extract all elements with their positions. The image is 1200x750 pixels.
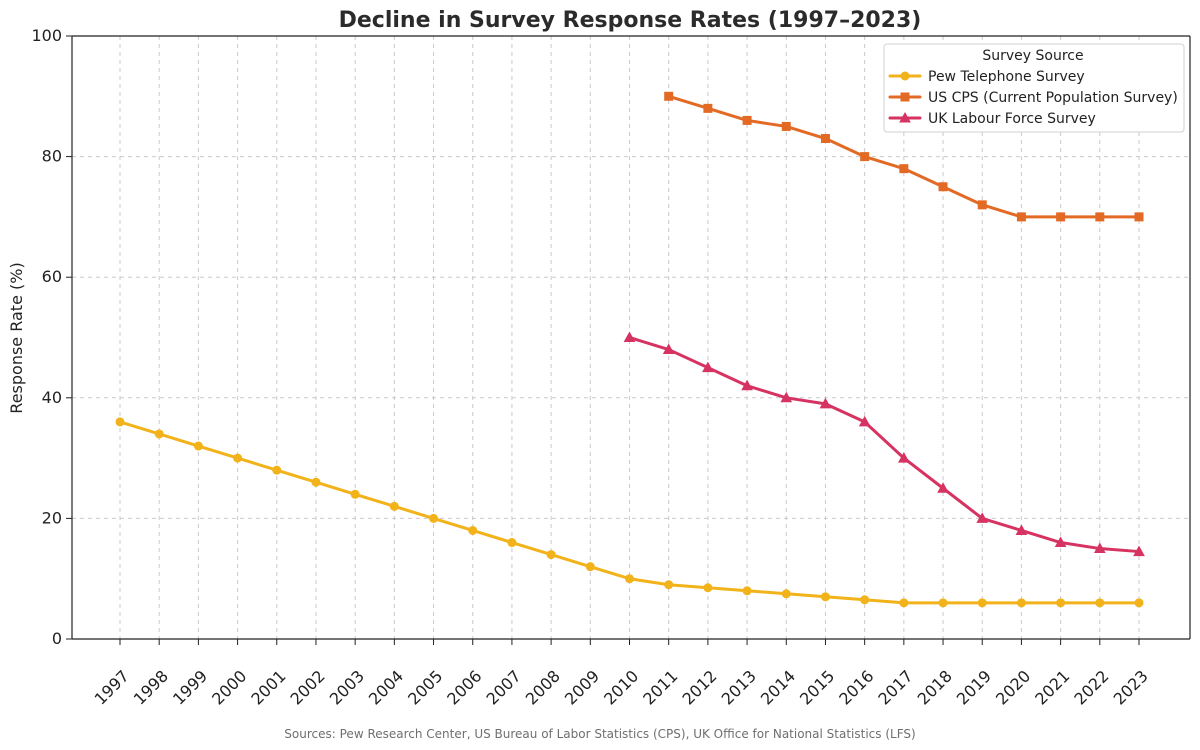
y-tick-label: 0 [52,629,62,648]
point-us-cps-current-population-survey [860,152,870,162]
point-uk-labour-force-survey [1093,542,1106,554]
point-uk-labour-force-survey [1054,536,1067,548]
point-us-cps-current-population-survey [1016,212,1026,222]
legend-marker-pew-telephone-survey [900,71,910,81]
point-pew-telephone-survey [585,562,595,572]
y-tick-label: 60 [42,267,62,286]
point-pew-telephone-survey [703,583,713,593]
point-pew-telephone-survey [1056,598,1066,608]
point-pew-telephone-survey [860,595,870,605]
chart-title: Decline in Survey Response Rates (1997–2… [339,8,922,33]
point-pew-telephone-survey [154,429,164,439]
point-uk-labour-force-survey [1133,545,1145,557]
legend-items: Pew Telephone Survey US CPS (Current Popu… [888,69,1178,127]
point-pew-telephone-survey [625,574,634,584]
legend-marker-uk-labour-force-survey [899,111,911,123]
point-uk-labour-force-survey [937,482,949,493]
point-pew-telephone-survey [429,513,439,523]
point-us-cps-current-population-survey [1056,212,1066,222]
legend-box [883,43,1185,133]
point-pew-telephone-survey [546,550,556,560]
point-pew-telephone-survey [389,501,399,511]
point-pew-telephone-survey [1016,598,1026,608]
point-pew-telephone-survey [899,598,909,608]
y-axis-tick-labels: 0 20 40 60 80 100 [31,26,62,648]
y-tick-label: 100 [31,26,62,45]
legend-label-pew-telephone-survey: Pew Telephone Survey [928,69,1085,85]
y-axis-label: Response Rate (%) [7,262,26,413]
point-us-cps-current-population-survey [742,115,752,125]
point-uk-labour-force-survey [662,343,675,355]
axes-layer [66,35,1191,645]
y-tick-label: 80 [42,147,62,166]
point-us-cps-current-population-survey [977,200,987,210]
point-pew-telephone-survey [938,598,948,608]
point-pew-telephone-survey [742,586,752,596]
point-pew-telephone-survey [272,465,282,475]
legend: Survey Source Pew Telephone Survey US CPS… [883,43,1185,133]
point-pew-telephone-survey [193,441,203,451]
point-us-cps-current-population-survey [899,164,909,174]
point-us-cps-current-population-survey [820,134,830,144]
point-uk-labour-force-survey [976,512,989,523]
marker-layer [115,91,1145,608]
point-us-cps-current-population-survey [664,91,674,101]
point-uk-labour-force-survey [741,379,753,391]
point-pew-telephone-survey [820,592,830,602]
point-pew-telephone-survey [468,525,478,535]
point-uk-labour-force-survey [1015,524,1028,535]
point-us-cps-current-population-survey [703,103,713,113]
point-uk-labour-force-survey [780,391,793,403]
plot-area [66,35,1191,645]
point-pew-telephone-survey [115,417,125,427]
legend-label-uk-labour-force-survey: UK Labour Force Survey [928,111,1096,127]
point-pew-telephone-survey [311,477,321,487]
point-uk-labour-force-survey [702,361,714,373]
point-pew-telephone-survey [350,489,360,499]
legend-title: Survey Source [982,48,1083,64]
point-pew-telephone-survey [781,589,791,599]
point-pew-telephone-survey [1095,598,1105,608]
point-uk-labour-force-survey [819,397,832,409]
source-note: Sources: Pew Research Center, US Bureau … [284,727,915,741]
point-us-cps-current-population-survey [938,182,948,192]
point-pew-telephone-survey [233,453,243,463]
point-pew-telephone-survey [1134,598,1144,608]
legend-marker-us-cps-current-population-survey [900,92,910,102]
y-tick-label: 20 [42,508,62,527]
series-line-uk-labour-force-survey [628,336,1141,554]
y-tick-label: 40 [42,388,62,407]
point-uk-labour-force-survey [623,331,636,342]
point-us-cps-current-population-survey [1134,212,1144,222]
point-us-cps-current-population-survey [1095,212,1105,222]
point-uk-labour-force-survey [897,452,910,463]
point-pew-telephone-survey [507,538,517,548]
point-us-cps-current-population-survey [781,121,791,131]
legend-label-us-cps-current-population-survey: US CPS (Current Population Survey) [928,90,1178,106]
point-pew-telephone-survey [977,598,987,608]
point-uk-labour-force-survey [858,415,871,427]
point-pew-telephone-survey [664,580,674,590]
